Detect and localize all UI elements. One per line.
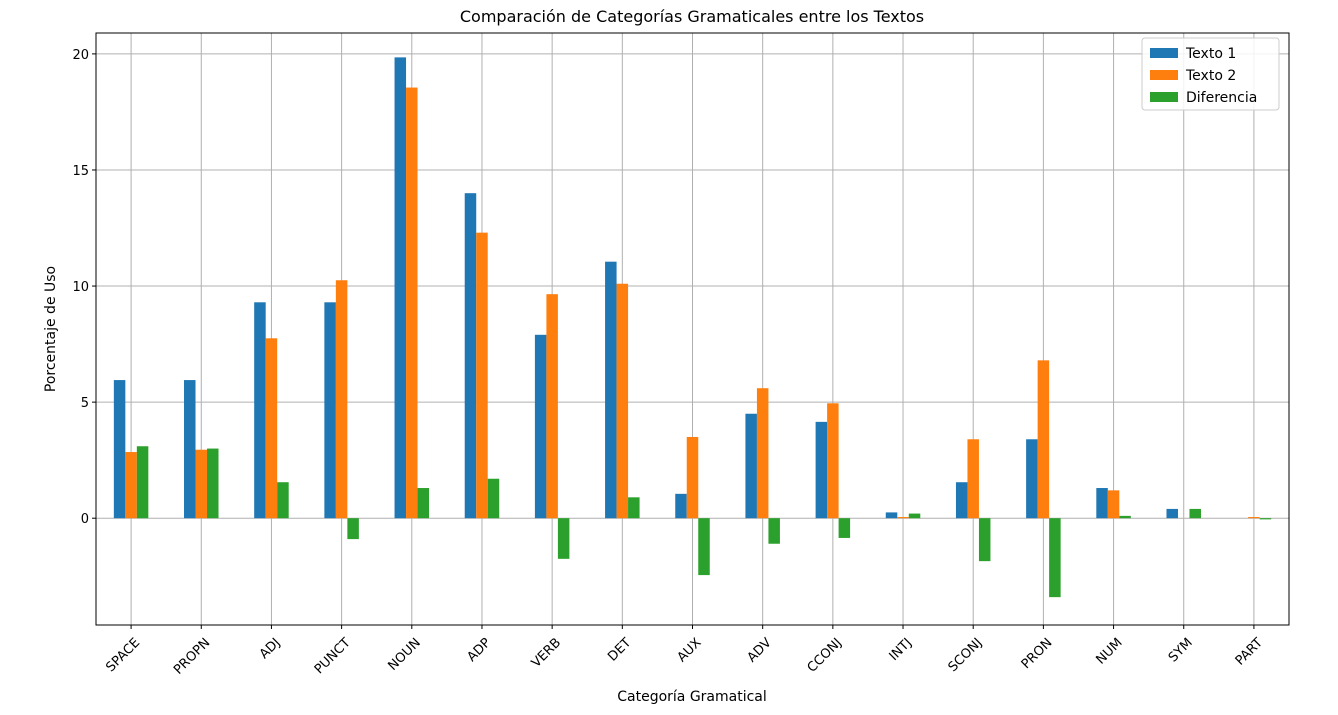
bar-texto-2 xyxy=(756,388,769,519)
legend-label: Texto 1 xyxy=(1185,46,1236,62)
legend-swatch xyxy=(1150,92,1178,102)
legend-swatch xyxy=(1150,70,1178,80)
bar-diferencia xyxy=(136,446,149,519)
x-tick-label: PART xyxy=(1233,635,1266,668)
bar-texto-2 xyxy=(546,294,558,519)
bar-texto-1 xyxy=(675,493,687,519)
bar-texto-2 xyxy=(195,449,208,519)
x-tick-label: SYM xyxy=(1166,635,1196,665)
bar-texto-2 xyxy=(335,280,348,519)
bar-texto-2 xyxy=(827,403,839,519)
bar-texto-1 xyxy=(184,380,196,519)
bar-texto-2 xyxy=(686,436,699,519)
x-tick-label: ADV xyxy=(745,635,775,665)
bar-texto-1 xyxy=(254,302,266,519)
bar-texto-1 xyxy=(885,512,898,519)
bar-diferencia xyxy=(768,518,780,544)
y-axis-ticks: 0 5 10 15 20 xyxy=(72,48,96,527)
bar-texto-2 xyxy=(967,439,979,519)
x-tick-label: DET xyxy=(605,635,634,664)
y-tick-label: 20 xyxy=(72,48,89,63)
bar-texto-2 xyxy=(897,517,909,519)
y-axis-title: Porcentaje de Uso xyxy=(43,266,59,392)
bar-texto-1 xyxy=(605,261,617,519)
bar-texto-1 xyxy=(464,193,477,519)
bar-texto-1 xyxy=(324,302,336,519)
bar-texto-2 xyxy=(1107,490,1120,519)
x-tick-label: ADJ xyxy=(257,635,284,662)
x-tick-label: AUX xyxy=(675,635,705,665)
bar-texto-2 xyxy=(1248,517,1260,519)
x-tick-label: SCONJ xyxy=(946,635,986,675)
bar-diferencia xyxy=(347,518,359,540)
legend: Texto 1 Texto 2 Diferencia xyxy=(1141,37,1280,111)
bar-texto-2 xyxy=(406,87,418,519)
y-tick-label: 10 xyxy=(72,280,89,295)
bar-texto-1 xyxy=(815,421,828,519)
x-tick-label: PUNCT xyxy=(312,635,354,677)
x-tick-label: SPACE xyxy=(103,635,143,675)
bar-diferencia xyxy=(417,488,430,519)
bar-diferencia xyxy=(1049,518,1061,598)
bar-diferencia xyxy=(908,513,921,519)
bar-diferencia xyxy=(557,518,570,559)
bar-texto-1 xyxy=(955,482,968,519)
bar-texto-1 xyxy=(1096,488,1108,519)
x-tick-label: INTJ xyxy=(887,635,916,664)
y-tick-label: 15 xyxy=(72,164,89,179)
y-tick-label: 5 xyxy=(81,396,89,411)
bar-texto-2 xyxy=(265,338,278,519)
legend-label: Texto 2 xyxy=(1185,68,1236,84)
bars xyxy=(113,57,1272,598)
bar-texto-2 xyxy=(1037,360,1050,519)
x-tick-label: ADP xyxy=(464,635,494,665)
x-tick-label: CCONJ xyxy=(805,635,845,675)
bar-texto-2 xyxy=(616,283,629,519)
bar-texto-1 xyxy=(1026,439,1038,519)
bar-diferencia xyxy=(698,518,710,576)
chart-title: Comparación de Categorías Gramaticales e… xyxy=(460,7,924,26)
y-tick-label: 0 xyxy=(81,512,89,527)
bar-diferencia xyxy=(1119,515,1131,519)
bar-diferencia xyxy=(838,518,851,538)
x-tick-label: PRON xyxy=(1019,635,1056,672)
bar-texto-1 xyxy=(1166,508,1178,519)
bar-diferencia xyxy=(978,518,991,562)
x-axis-title: Categoría Gramatical xyxy=(617,689,767,705)
bar-texto-1 xyxy=(534,334,547,519)
bar-diferencia xyxy=(487,478,500,519)
bar-diferencia xyxy=(207,448,219,519)
bar-texto-1 xyxy=(745,413,757,519)
x-tick-label: NUM xyxy=(1093,635,1125,667)
bar-texto-1 xyxy=(113,380,126,519)
x-tick-label: NOUN xyxy=(386,635,424,673)
bar-texto-2 xyxy=(125,452,137,519)
legend-swatch xyxy=(1150,48,1178,58)
bar-diferencia xyxy=(628,497,640,519)
x-tick-label: PROPN xyxy=(171,635,213,677)
x-axis-ticks: SPACE PROPN ADJ PUNCT NOUN ADP VERB DET AUX ADV CC… xyxy=(103,625,1266,678)
bar-texto-2 xyxy=(476,232,488,519)
grid xyxy=(96,33,1289,625)
bar-texto-1 xyxy=(394,57,407,519)
x-tick-label: VERB xyxy=(529,635,564,670)
bar-diferencia xyxy=(1189,508,1201,519)
legend-label: Diferencia xyxy=(1186,90,1257,106)
bar-diferencia xyxy=(277,482,289,519)
bar-diferencia xyxy=(1259,518,1272,520)
